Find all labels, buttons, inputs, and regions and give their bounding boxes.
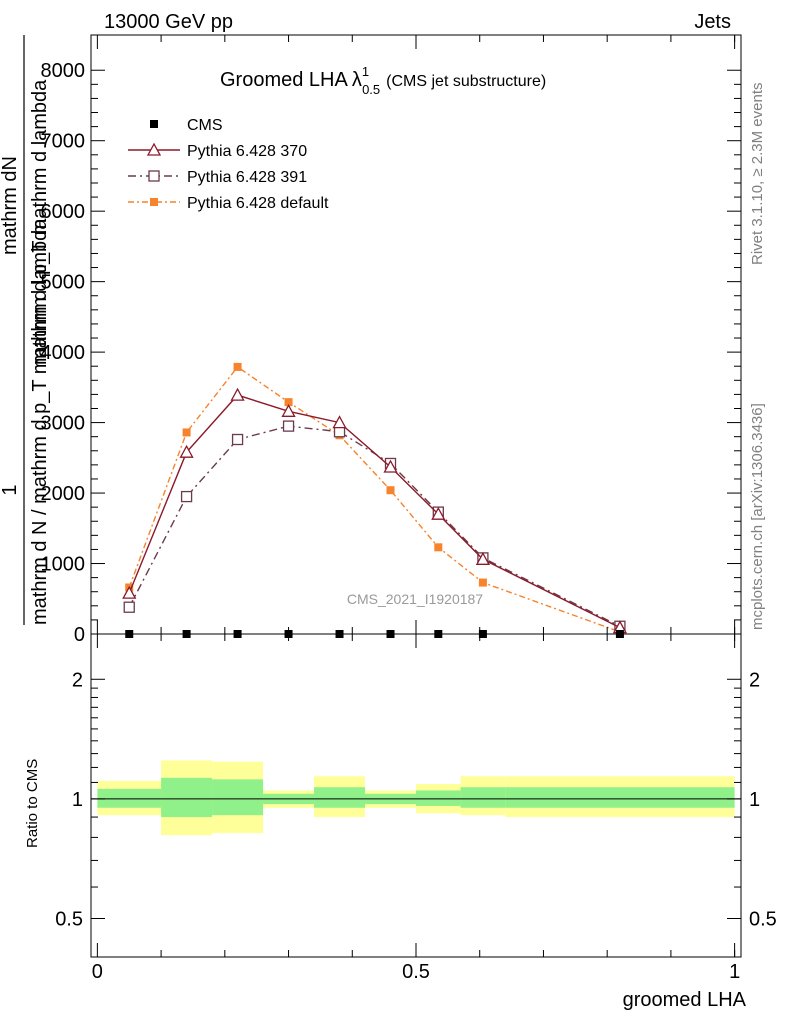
ratio-band-inner: [314, 787, 366, 808]
legend-label: Pythia 6.428 391: [187, 169, 307, 186]
side-label-bottom: mcplots.cern.ch [arXiv:1306.3436]: [749, 403, 766, 630]
ratio-xtick-label: 1: [729, 961, 740, 983]
main-ytick-label: 6000: [41, 201, 86, 223]
marker-pythia-391: [282, 420, 295, 432]
ylabel-frac-num: mathrm dN: [0, 156, 21, 255]
marker-pythia-391: [180, 490, 193, 503]
marker-pythia-default: [284, 398, 293, 407]
legend-label: Pythia 6.428 default: [187, 195, 329, 212]
legend-label: Pythia 6.428 370: [187, 143, 307, 160]
main-ytick-label: 5000: [41, 272, 86, 294]
ratio-band-inner: [460, 787, 506, 808]
title-note: (CMS jet substructure): [386, 73, 546, 90]
marker-pythia-default: [434, 543, 443, 552]
main-ytick-label: 2000: [41, 483, 86, 505]
main-ytick-label: 4000: [41, 342, 86, 364]
header-right: Jets: [694, 11, 731, 33]
marker-pythia-370: [122, 585, 137, 599]
marker-pythia-370: [332, 415, 347, 429]
main-ylabel: 1 mathrm d N / mathrm d p_T mathrm d lam…: [0, 35, 51, 625]
ylabel-frac-den: mathrm d p_T mathrm d lambda: [29, 79, 51, 365]
marker-pythia-default: [150, 198, 158, 206]
main-ytick-label: 0: [74, 624, 85, 646]
title-sub: 0.5: [362, 82, 380, 97]
series-line-filled: [128, 365, 621, 633]
main-ytick-label: 7000: [41, 131, 86, 153]
marker-pythia-370: [230, 387, 245, 401]
marker-pythia-370: [383, 459, 398, 473]
title-main: Groomed LHA: [220, 69, 348, 91]
marker-pythia-391: [333, 426, 346, 438]
x-axis-label: groomed LHA: [623, 989, 747, 1011]
marker-pythia-370: [179, 444, 194, 458]
marker-pythia-391: [123, 601, 135, 613]
ratio-ytick-label-right: 1: [749, 789, 760, 811]
series-line-square: [128, 425, 621, 627]
ratio-band-inner: [505, 787, 735, 808]
legend: CMS Pythia 6.428 370 Pythia 6.428 391 Pythi…: [128, 117, 329, 212]
ratio-xtick-label: 0: [92, 961, 103, 983]
ratio-ytick-label: 0.5: [55, 908, 83, 930]
header-left: 13000 GeV pp: [104, 11, 233, 33]
legend-label: CMS: [187, 117, 223, 134]
ratio-band-inner: [97, 788, 162, 808]
ratio-band-inner: [212, 779, 264, 816]
side-label-top: Rivet 3.1.10, ≥ 2.3M events: [749, 83, 766, 266]
ratio-ytick-label: 2: [72, 669, 83, 691]
marker-pythia-default: [233, 362, 242, 371]
marker-pythia-default: [478, 578, 487, 587]
title-sup: 1: [362, 64, 369, 79]
ratio-band-layer: [97, 760, 735, 836]
main-ytick-label: 1000: [41, 554, 86, 576]
ylabel-top: 1: [0, 484, 21, 495]
main-ytick-label: 3000: [41, 413, 86, 435]
watermark: CMS_2021_I1920187: [347, 591, 483, 607]
marker-pythia-370: [146, 142, 162, 156]
chart-title: Groomed LHA λ1 0.5 (CMS jet substructure): [220, 64, 546, 97]
marker-pythia-370: [431, 506, 446, 520]
ratio-axis-ticks: 0.5 0.5 1 1 2 2 0 0.5 1: [55, 634, 777, 983]
marker-pythia-391: [231, 433, 244, 446]
ylabel-bottom: mathrm d N / mathrm d p_T mathrm d lambd…: [29, 218, 51, 625]
marker-pythia-391: [148, 170, 160, 182]
main-axis-ticks: 0 1000 2000 3000 4000 5000 6000 7000 8000: [41, 35, 741, 646]
main-ytick-label: 8000: [41, 60, 86, 82]
marker-pythia-370: [475, 551, 491, 565]
ratio-ylabel: Ratio to CMS: [24, 759, 41, 848]
ratio-ytick-label: 1: [72, 789, 83, 811]
ratio-ytick-label-right: 2: [749, 669, 760, 691]
title-lambda: λ: [352, 69, 362, 91]
marker-pythia-370: [281, 403, 296, 417]
ratio-xtick-label: 0.5: [402, 961, 430, 983]
ratio-ytick-label-right: 0.5: [749, 908, 777, 930]
marker-pythia-default: [182, 428, 191, 437]
ratio-band-inner: [416, 790, 461, 806]
ratio-band-inner: [161, 777, 213, 818]
marker-cms: [150, 120, 158, 128]
marker-pythia-default: [386, 486, 395, 495]
